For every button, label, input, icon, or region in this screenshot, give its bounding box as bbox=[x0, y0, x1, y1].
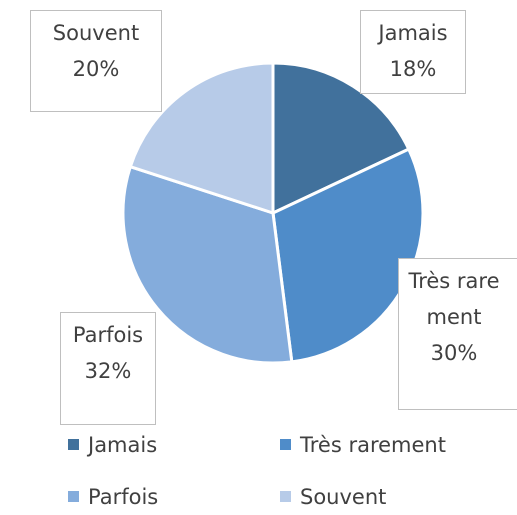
data-label: Très rarement 30% bbox=[398, 258, 517, 410]
label-category: Parfois bbox=[72, 323, 144, 347]
legend-item: Parfois bbox=[68, 484, 158, 510]
label-category: Souvent bbox=[52, 21, 140, 45]
data-label: Souvent 20% bbox=[30, 10, 162, 112]
legend-swatch bbox=[280, 439, 291, 450]
data-label: Jamais 18% bbox=[360, 10, 466, 94]
legend-item: Très rarement bbox=[280, 432, 446, 458]
pie-slice bbox=[271, 61, 411, 216]
legend-swatch bbox=[68, 491, 79, 502]
label-category: Jamais bbox=[378, 21, 448, 45]
legend-item: Souvent bbox=[280, 484, 386, 510]
label-value: 30% bbox=[430, 341, 478, 365]
legend-label: Très rarement bbox=[300, 433, 446, 457]
label-value: 20% bbox=[72, 57, 120, 81]
label-value: 32% bbox=[84, 359, 132, 383]
pie-slice bbox=[128, 61, 275, 216]
legend-item: Jamais bbox=[68, 432, 157, 458]
legend-label: Souvent bbox=[300, 485, 387, 509]
label-category: Très rarement bbox=[408, 269, 500, 329]
label-value: 18% bbox=[389, 57, 437, 81]
legend-label: Jamais bbox=[88, 433, 158, 457]
legend-swatch bbox=[280, 491, 291, 502]
data-label: Parfois 32% bbox=[60, 312, 156, 425]
legend-label: Parfois bbox=[88, 485, 159, 509]
pie-slice bbox=[121, 164, 294, 365]
legend-swatch bbox=[68, 439, 79, 450]
